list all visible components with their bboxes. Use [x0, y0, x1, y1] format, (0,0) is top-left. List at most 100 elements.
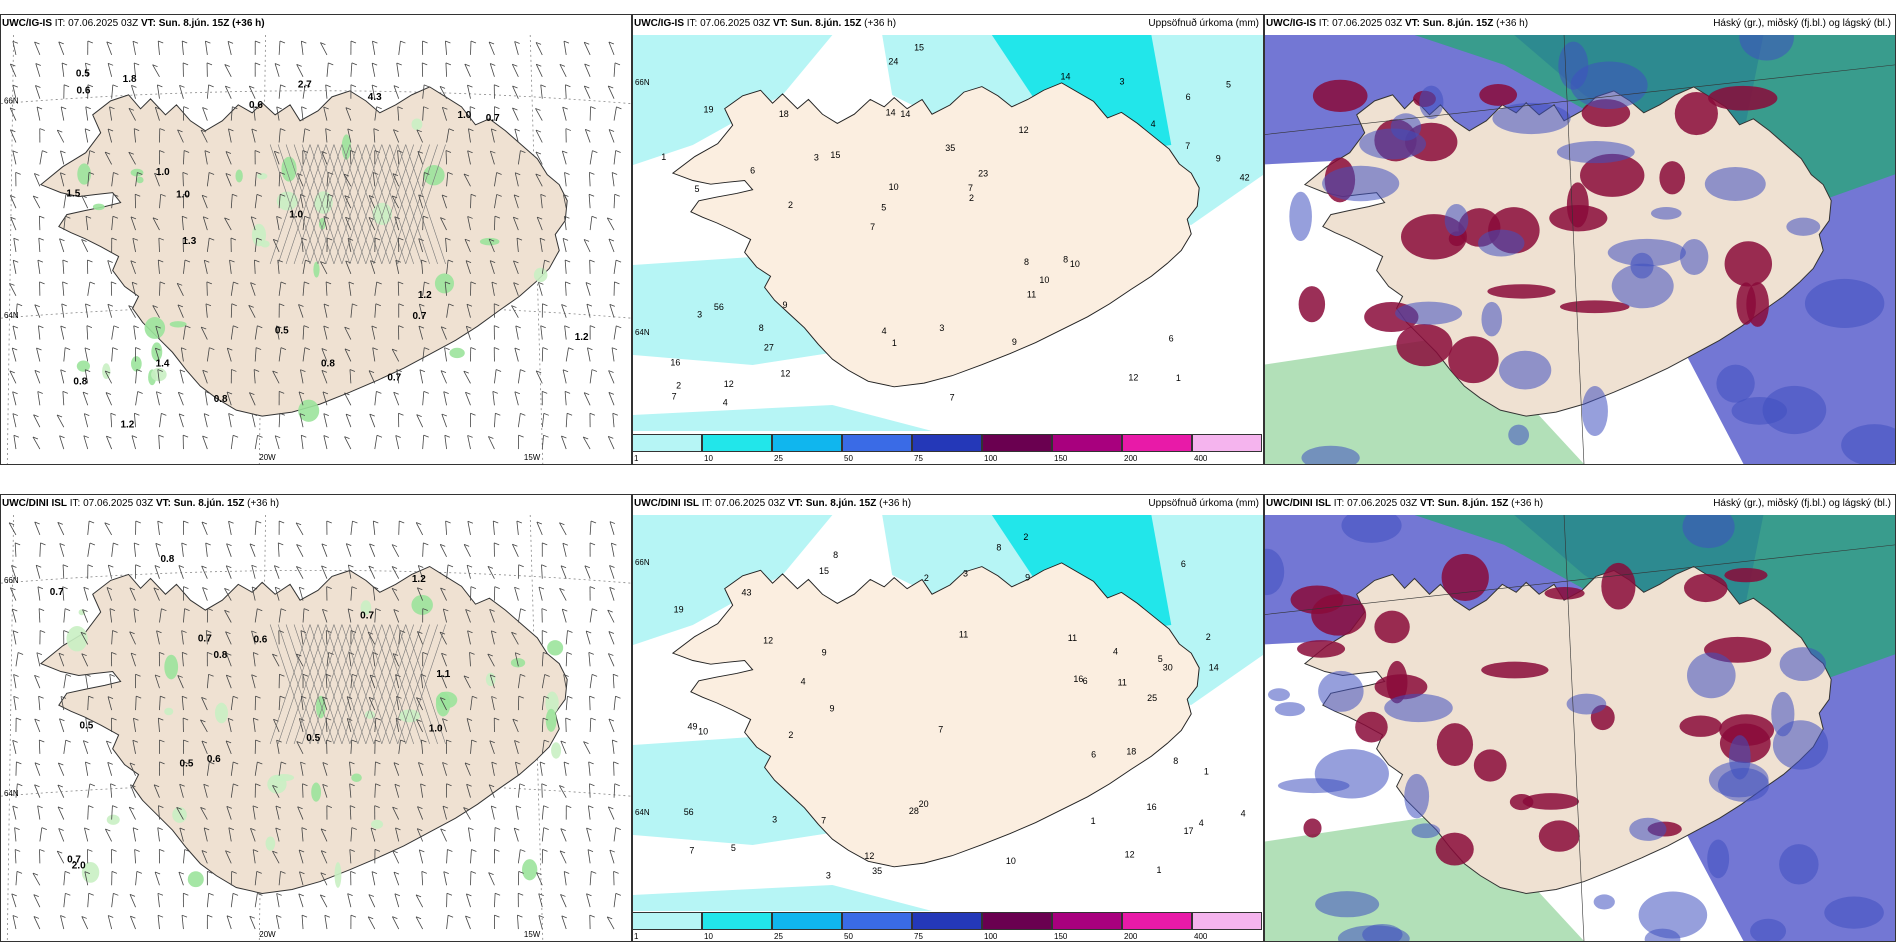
- precip-value: 11: [1068, 633, 1077, 643]
- precip-value: 7: [672, 392, 677, 402]
- wind-value: 1.0: [429, 723, 443, 734]
- wind-value: 1.3: [182, 236, 196, 247]
- wind-values: 0.50.50.60.71.20.70.70.81.10.61.02.00.50…: [50, 554, 451, 871]
- wind-value: 0.5: [76, 68, 90, 79]
- wind-value: 1.0: [457, 110, 471, 121]
- precip-value: 2: [969, 193, 974, 203]
- legend-label: 1: [634, 932, 639, 941]
- axis-labels: 66N 64N: [635, 78, 650, 337]
- legend-swatch: [702, 912, 772, 930]
- precip-value: 3: [939, 323, 944, 333]
- legend-label: 150: [1054, 454, 1068, 463]
- axis-label: 64N: [635, 328, 650, 337]
- legend-swatch: [1122, 434, 1192, 452]
- wind-value: 0.6: [77, 85, 91, 96]
- cloud-map-dini: [1265, 515, 1895, 941]
- wind-value: 0.5: [275, 326, 289, 337]
- wind-value: 0.7: [387, 372, 401, 383]
- wind-barbs: [8, 520, 621, 930]
- wind-value: 1.2: [412, 574, 426, 585]
- wind-value: 0.6: [207, 754, 221, 765]
- precip-value: 12: [780, 368, 790, 378]
- precip-map-ig: 1567121214355615162714231019244287541018…: [633, 35, 1263, 431]
- wind-value: 0.5: [306, 733, 320, 744]
- precip-value: 7: [938, 725, 943, 735]
- wind-value: 1.1: [436, 669, 450, 680]
- precip-value: 43: [742, 588, 752, 598]
- precip-value: 49: [688, 721, 698, 731]
- map-panel-dini-wind: UWC/DINI ISL IT: 07.06.2025 03Z VT: Sun.…: [0, 494, 632, 942]
- precip-value: 12: [1125, 850, 1135, 860]
- wind-value: 2.7: [298, 79, 312, 90]
- precip-value: 7: [870, 222, 875, 232]
- precip-value: 8: [1024, 257, 1029, 267]
- axis-label: 66N: [635, 558, 650, 567]
- cloud-map-ig: [1265, 35, 1895, 464]
- precip-value: 25: [1147, 693, 1157, 703]
- map-lines: [1265, 35, 1895, 464]
- precip-value: 42: [1240, 172, 1250, 182]
- precip-value: 4: [1113, 647, 1118, 657]
- wind-value: 0.8: [160, 554, 174, 565]
- precip-value: 4: [1151, 119, 1156, 129]
- legend-label: 50: [844, 454, 853, 463]
- wind-value: 1.8: [123, 74, 137, 85]
- wind-value: 0.8: [213, 650, 227, 661]
- precip-value: 7: [689, 846, 694, 856]
- map-panel-ig-cloud: UWC/IG-IS IT: 07.06.2025 03Z VT: Sun. 8.…: [1264, 14, 1896, 465]
- precip-value: 5: [731, 843, 736, 853]
- precip-value: 1: [892, 338, 897, 348]
- precip-value: 6: [1083, 676, 1088, 686]
- wind-value: 0.5: [79, 720, 93, 731]
- axis-label: 64N: [4, 311, 19, 320]
- precip-value: 1: [1157, 865, 1162, 875]
- precip-value: 19: [674, 605, 684, 615]
- precip-value: 1: [1204, 766, 1209, 776]
- wind-value: 0.7: [67, 854, 81, 865]
- precip-value: 15: [914, 43, 924, 53]
- wind-value: 0.5: [180, 758, 194, 769]
- precip-value: 4: [1199, 818, 1204, 828]
- precip-value: 5: [1158, 654, 1163, 664]
- legend-swatch: [982, 434, 1052, 452]
- map-panel-ig-precip: UWC/IG-IS IT: 07.06.2025 03Z VT: Sun. 8.…: [632, 14, 1264, 465]
- precip-value: 10: [889, 182, 899, 192]
- precip-value: 14: [1061, 71, 1071, 81]
- legend-label: 75: [914, 932, 923, 941]
- axis-label: 20W: [259, 930, 276, 939]
- precip-value: 9: [1012, 337, 1017, 347]
- precip-value: 6: [1169, 334, 1174, 344]
- legend-swatch: [1192, 434, 1262, 452]
- precip-value: 2: [1206, 632, 1211, 642]
- precip-value: 11: [1118, 677, 1127, 687]
- wind-value: 1.0: [176, 190, 190, 201]
- map-panel-dini-precip: UWC/DINI ISL IT: 07.06.2025 03Z VT: Sun.…: [632, 494, 1264, 942]
- precip-value: 4: [882, 326, 887, 336]
- precip-value: 4: [723, 397, 728, 407]
- iceland-landmass: [39, 565, 568, 894]
- precip-value: 27: [764, 342, 774, 352]
- axis-label: 66N: [635, 78, 650, 87]
- legend-label: 400: [1194, 932, 1208, 941]
- iceland-landmass: [671, 82, 1200, 388]
- mid-cloud-blobs: [1265, 515, 1884, 941]
- precip-value: 12: [1019, 125, 1029, 135]
- legend-swatch: [772, 912, 842, 930]
- precip-value: 28: [909, 806, 919, 816]
- wind-barbs: [9, 40, 622, 450]
- wind-value: 1.4: [156, 358, 170, 369]
- legend-label: 1: [634, 454, 639, 463]
- precip-value: 9: [822, 647, 827, 657]
- legend-swatch: [912, 434, 982, 452]
- precip-value: 3: [826, 871, 831, 881]
- axis-label: 64N: [635, 808, 650, 817]
- map-panel-ig-wind: UWC/IG-IS IT: 07.06.2025 03Z VT: Sun. 8.…: [0, 14, 632, 465]
- precip-value: 8: [759, 323, 764, 333]
- legend-swatch: [982, 912, 1052, 930]
- legend-label: 25: [774, 454, 783, 463]
- precip-value: 5: [1226, 80, 1231, 90]
- axis-label: 66N: [4, 576, 19, 585]
- wind-value: 1.5: [66, 188, 80, 199]
- wind-value: 0.7: [413, 311, 427, 322]
- precip-value: 6: [1181, 559, 1186, 569]
